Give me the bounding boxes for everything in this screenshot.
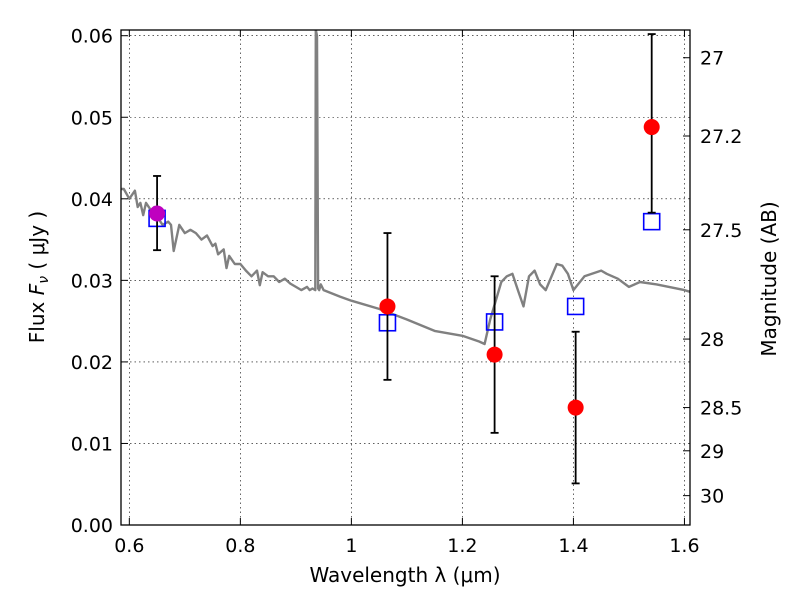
y2-axis-label: Magnitude (AB) <box>757 201 781 356</box>
y-tick-label: 0.02 <box>71 352 113 374</box>
y-axis-label: Flux Fν ( μJy ) <box>25 211 52 343</box>
y-tick-label: 0.01 <box>71 433 113 455</box>
y-tick-label: 0.03 <box>71 270 113 292</box>
y-tick-label: 0.00 <box>71 515 113 537</box>
x-tick-label: 0.8 <box>225 535 255 557</box>
data-layer <box>121 30 690 485</box>
y-axis-label-symbol: F <box>25 283 49 295</box>
x-tick-label: 1.6 <box>669 535 699 557</box>
x-tick-label: 0.6 <box>114 535 144 557</box>
x-tick-label: 1.4 <box>558 535 588 557</box>
y2-tick-label: 27.5 <box>700 220 742 242</box>
tick-layer: 0.6 0.8 1 1.2 1.4 1.6 0.00 0.01 0.02 0.03 0.04 0.05… <box>71 26 743 557</box>
y2-tick-label: 30 <box>700 486 724 508</box>
y2-tick-label: 29 <box>700 441 724 463</box>
model-spectrum-line <box>121 30 690 346</box>
observed-data-point <box>643 119 660 136</box>
y2-tick-label: 28.5 <box>700 398 742 420</box>
observed-data-point <box>149 205 166 222</box>
y-tick-label: 0.06 <box>71 26 113 48</box>
y2-tick-label: 27 <box>700 48 724 70</box>
y2-tick-label: 27.2 <box>700 126 742 148</box>
y-axis-label-subscript: ν <box>36 276 52 284</box>
y-tick-label: 0.04 <box>71 189 113 211</box>
plot-frame <box>120 29 691 526</box>
y-axis-label-prefix: Flux <box>25 295 49 343</box>
x-axis-label: Wavelength λ (μm) <box>309 563 500 587</box>
observed-data-point <box>486 346 503 363</box>
x-tick-label: 1 <box>345 535 357 557</box>
grid-layer <box>121 30 690 526</box>
observed-data-point <box>379 298 396 315</box>
observed-data-point <box>567 399 584 416</box>
y-axis-label-unit: ( μJy ) <box>25 211 49 276</box>
y2-tick-label: 28 <box>700 329 724 351</box>
x-tick-label: 1.2 <box>447 535 477 557</box>
y-tick-label: 0.05 <box>71 107 113 129</box>
model-magnitude-point <box>642 212 661 231</box>
model-magnitude-point <box>566 297 585 316</box>
